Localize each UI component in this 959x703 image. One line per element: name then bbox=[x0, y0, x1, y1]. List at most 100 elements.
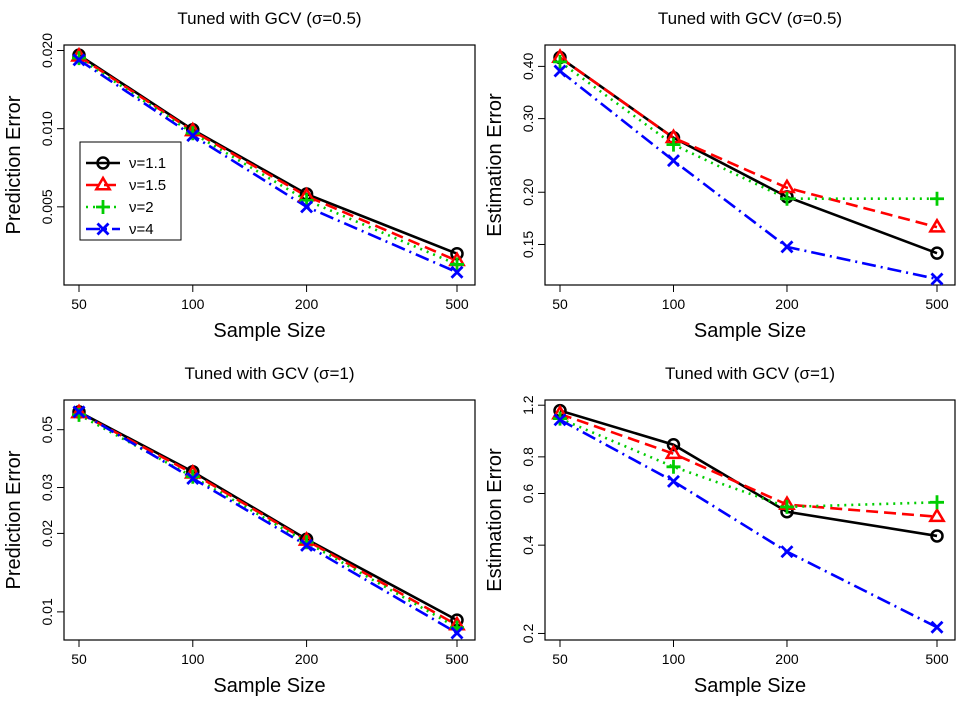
series-line-4 bbox=[78, 410, 458, 635]
data-point-series-4 bbox=[553, 413, 567, 427]
chart-panel-2: Tuned with GCV (σ=0.5) 50 100 200 500 Sample … bbox=[484, 9, 956, 342]
series-line-2 bbox=[78, 55, 458, 262]
y-tick-label: 0.4 bbox=[520, 535, 536, 555]
data-point-series-3 bbox=[666, 137, 681, 152]
data-point-series-4 bbox=[666, 154, 680, 168]
data-point-series-4 bbox=[72, 405, 86, 419]
x-tick-label: 100 bbox=[662, 651, 686, 667]
x-tick-label: 200 bbox=[295, 651, 319, 667]
legend-item: ν=1.1 bbox=[86, 155, 166, 172]
data-point-series-3 bbox=[666, 459, 681, 474]
x-tick-label: 200 bbox=[295, 296, 319, 312]
x-tick-label: 100 bbox=[181, 296, 205, 312]
y-tick-label: 0.010 bbox=[39, 111, 55, 146]
data-point-series-4 bbox=[930, 272, 944, 286]
series-line-3 bbox=[78, 56, 458, 266]
series-line-1 bbox=[559, 409, 938, 538]
x-tick-label: 200 bbox=[775, 651, 799, 667]
series-line-2 bbox=[559, 56, 938, 229]
legend-label: ν=1.5 bbox=[129, 177, 166, 194]
x-tick-label: 50 bbox=[552, 296, 568, 312]
data-point-series-4 bbox=[666, 474, 680, 488]
y-tick-label: 0.020 bbox=[39, 33, 55, 68]
legend-label: ν=2 bbox=[129, 199, 154, 216]
data-point-series-4 bbox=[300, 200, 314, 214]
series-line-4 bbox=[559, 418, 938, 629]
x-tick-label: 100 bbox=[181, 651, 205, 667]
y-axis-label: Prediction Error bbox=[3, 450, 25, 589]
x-tick-label: 50 bbox=[552, 651, 568, 667]
x-tick-label: 50 bbox=[71, 296, 87, 312]
legend-marker bbox=[94, 175, 112, 191]
data-point-series-4 bbox=[300, 538, 314, 552]
legend-marker bbox=[96, 222, 110, 236]
chart-title: Tuned with GCV (σ=1) bbox=[665, 364, 835, 383]
data-point-series-3 bbox=[450, 257, 464, 272]
plot-frame bbox=[544, 44, 956, 286]
legend-marker bbox=[96, 156, 110, 170]
x-tick-label: 500 bbox=[925, 651, 949, 667]
y-tick-label: 0.03 bbox=[39, 474, 55, 501]
y-tick-label: 0.15 bbox=[520, 231, 536, 258]
y-tick-label: 0.6 bbox=[520, 484, 536, 504]
data-point-series-3 bbox=[779, 191, 794, 206]
y-tick-label: 0.40 bbox=[520, 53, 536, 80]
y-tick-label: 0.02 bbox=[39, 520, 55, 547]
y-tick-label: 0.005 bbox=[39, 189, 55, 224]
x-tick-label: 500 bbox=[925, 296, 949, 312]
x-tick-label: 200 bbox=[775, 296, 799, 312]
data-point-series-4 bbox=[186, 129, 200, 143]
chart-panel-1: Tuned with GCV (σ=0.5) 50 100 200 500 Sample … bbox=[3, 9, 476, 342]
y-axis-label: Estimation Error bbox=[484, 93, 506, 237]
series-line-3 bbox=[78, 413, 458, 629]
data-point-series-4 bbox=[930, 620, 944, 634]
legend-label: ν=1.1 bbox=[129, 155, 166, 172]
x-axis-label: Sample Size bbox=[213, 320, 325, 342]
x-axis-label: Sample Size bbox=[694, 320, 806, 342]
y-tick-label: 0.05 bbox=[39, 416, 55, 443]
x-tick-label: 500 bbox=[445, 651, 469, 667]
series-line-4 bbox=[559, 69, 938, 281]
data-point-series-3 bbox=[553, 54, 567, 69]
series-line-2 bbox=[559, 412, 938, 519]
legend-item: ν=4 bbox=[86, 221, 154, 238]
legend-label: ν=4 bbox=[129, 221, 154, 238]
data-point-series-4 bbox=[72, 53, 86, 67]
y-tick-label: 1.2 bbox=[520, 395, 536, 415]
data-point-series-4 bbox=[780, 545, 794, 559]
series-line-1 bbox=[78, 54, 458, 255]
series-line-3 bbox=[559, 417, 938, 509]
chart-title: Tuned with GCV (σ=0.5) bbox=[658, 9, 842, 28]
data-point-series-4 bbox=[553, 64, 567, 78]
chart-title: Tuned with GCV (σ=1) bbox=[184, 364, 354, 383]
y-axis-label: Prediction Error bbox=[3, 95, 25, 234]
data-point-series-1 bbox=[930, 529, 944, 543]
legend-item: ν=1.5 bbox=[86, 175, 166, 194]
chart-panel-4: Tuned with GCV (σ=1) 50 100 200 500 Sample Si… bbox=[484, 364, 956, 697]
data-point-series-4 bbox=[780, 240, 794, 254]
legend-marker bbox=[96, 200, 110, 214]
x-axis-label: Sample Size bbox=[694, 675, 806, 697]
x-tick-label: 500 bbox=[445, 296, 469, 312]
legend-item: ν=2 bbox=[86, 199, 154, 216]
data-point-series-4 bbox=[450, 626, 464, 640]
series-line-3 bbox=[559, 60, 937, 201]
data-point-series-4 bbox=[450, 265, 464, 279]
data-point-series-2 bbox=[928, 217, 946, 233]
y-tick-label: 0.8 bbox=[520, 447, 536, 467]
data-point-series-1 bbox=[930, 246, 944, 260]
y-tick-label: 0.01 bbox=[39, 598, 55, 625]
series-line-1 bbox=[559, 56, 938, 255]
x-axis-label: Sample Size bbox=[213, 675, 325, 697]
series-line-2 bbox=[78, 411, 458, 627]
y-tick-label: 0.30 bbox=[520, 105, 536, 132]
data-point-series-3 bbox=[930, 495, 944, 510]
y-axis-label: Estimation Error bbox=[484, 448, 506, 592]
chart-panel-3: Tuned with GCV (σ=1) 50 100 200 500 Sample Si… bbox=[3, 364, 476, 697]
legend-box bbox=[79, 141, 182, 241]
x-tick-label: 100 bbox=[662, 296, 686, 312]
chart-title: Tuned with GCV (σ=0.5) bbox=[177, 9, 361, 28]
plot-frame bbox=[544, 399, 956, 641]
data-point-series-3 bbox=[185, 126, 200, 141]
